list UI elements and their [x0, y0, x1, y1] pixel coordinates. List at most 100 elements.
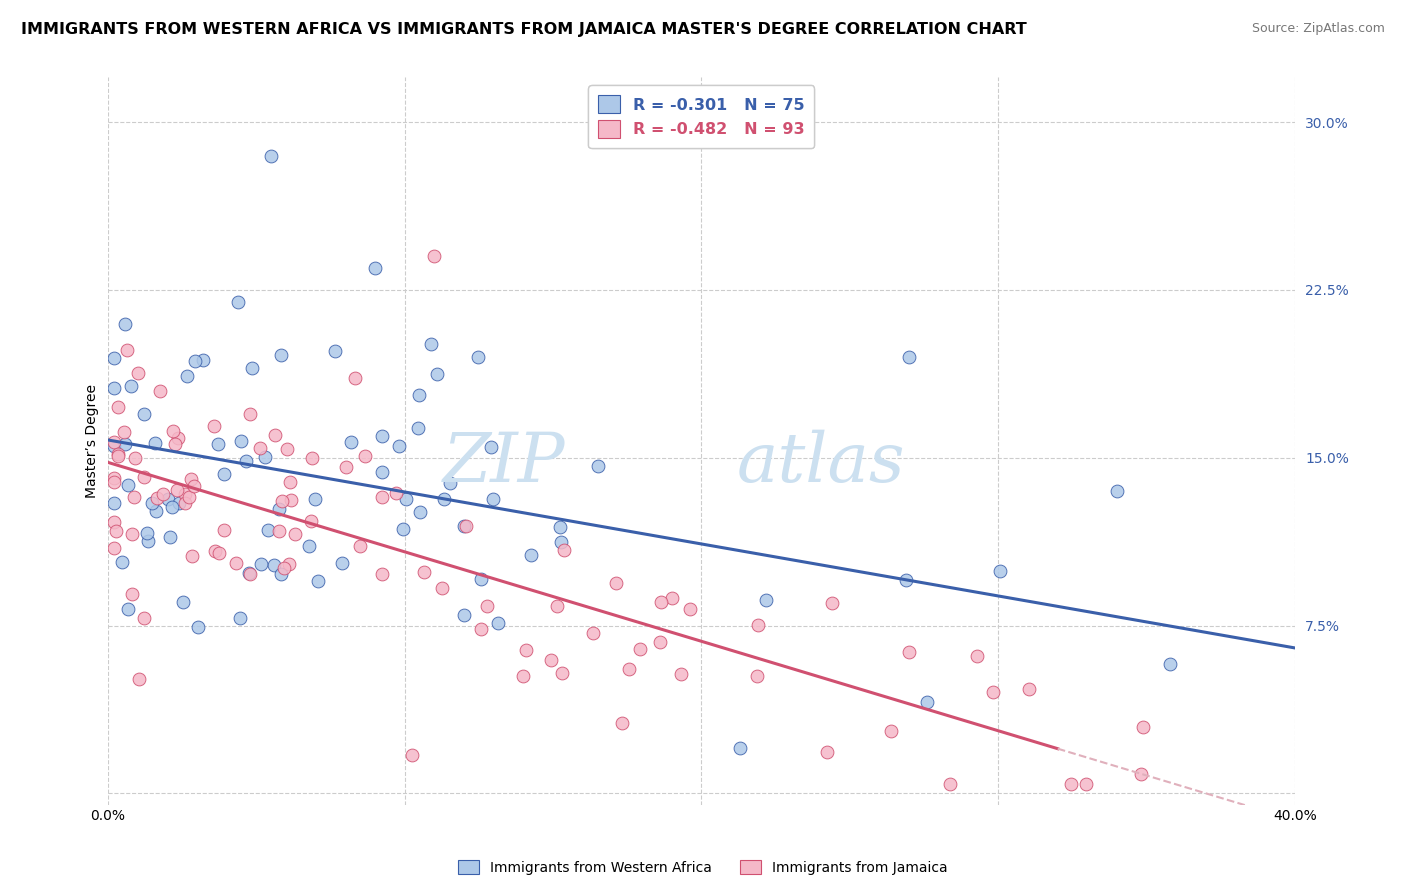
Point: [172, 595, 194, 609]
Point: [112, 425, 135, 439]
Point: [269, 501, 291, 516]
Point: [136, 533, 159, 548]
Point: [371, 566, 394, 581]
Point: [755, 592, 778, 607]
Point: [167, 431, 190, 445]
Point: [128, 672, 150, 686]
Point: [132, 407, 155, 421]
Point: [180, 471, 202, 485]
Point: [307, 574, 329, 588]
Point: [610, 716, 633, 731]
Point: [299, 514, 322, 528]
Point: [271, 493, 294, 508]
Point: [898, 645, 921, 659]
Point: [453, 607, 475, 622]
Point: [163, 437, 186, 451]
Point: [371, 491, 394, 505]
Point: [340, 435, 363, 450]
Point: [136, 525, 159, 540]
Point: [212, 523, 235, 537]
Point: [648, 634, 671, 648]
Point: [180, 549, 202, 564]
Point: [456, 518, 478, 533]
Point: [115, 343, 138, 357]
Point: [467, 350, 489, 364]
Point: [515, 643, 537, 657]
Point: [127, 366, 149, 380]
Point: [304, 491, 326, 506]
Point: [401, 747, 423, 762]
Point: [159, 530, 181, 544]
Point: [120, 379, 142, 393]
Point: [240, 360, 263, 375]
Legend: R = -0.301   N = 75, R = -0.482   N = 93: R = -0.301 N = 75, R = -0.482 N = 93: [589, 86, 814, 148]
Point: [323, 343, 346, 358]
Point: [176, 369, 198, 384]
Point: [423, 249, 446, 263]
Point: [273, 561, 295, 575]
Point: [253, 450, 276, 465]
Point: [160, 500, 183, 515]
Point: [349, 539, 371, 553]
Point: [124, 451, 146, 466]
Point: [475, 599, 498, 614]
Point: [276, 442, 298, 456]
Point: [371, 465, 394, 479]
Point: [173, 487, 195, 501]
Point: [183, 479, 205, 493]
Point: [157, 492, 180, 507]
Point: [482, 491, 505, 506]
Point: [512, 669, 534, 683]
Point: [152, 486, 174, 500]
Point: [177, 491, 200, 505]
Point: [385, 486, 408, 500]
Point: [122, 490, 145, 504]
Point: [412, 565, 434, 579]
Point: [260, 149, 283, 163]
Point: [264, 427, 287, 442]
Point: [204, 544, 226, 558]
Point: [278, 557, 301, 571]
Point: [141, 496, 163, 510]
Point: [103, 434, 125, 449]
Point: [546, 599, 568, 614]
Point: [184, 354, 207, 368]
Point: [121, 527, 143, 541]
Point: [239, 407, 262, 421]
Point: [582, 626, 605, 640]
Point: [479, 441, 502, 455]
Point: [187, 620, 209, 634]
Point: [966, 648, 988, 663]
Point: [408, 388, 430, 402]
Point: [103, 381, 125, 395]
Point: [103, 351, 125, 366]
Point: [728, 741, 751, 756]
Point: [898, 350, 921, 364]
Point: [426, 367, 449, 381]
Point: [208, 546, 231, 560]
Point: [225, 556, 247, 570]
Point: [553, 543, 575, 558]
Point: [747, 617, 769, 632]
Point: [103, 515, 125, 529]
Point: [270, 348, 292, 362]
Point: [132, 470, 155, 484]
Point: [335, 460, 357, 475]
Point: [353, 449, 375, 463]
Point: [661, 591, 683, 605]
Point: [238, 566, 260, 580]
Point: [520, 548, 543, 562]
Point: [617, 661, 640, 675]
Point: [269, 524, 291, 538]
Point: [174, 496, 197, 510]
Point: [406, 420, 429, 434]
Point: [745, 669, 768, 683]
Point: [280, 492, 302, 507]
Point: [235, 453, 257, 467]
Point: [226, 294, 249, 309]
Point: [1076, 777, 1098, 791]
Point: [270, 567, 292, 582]
Point: [301, 450, 323, 465]
Point: [395, 491, 418, 506]
Point: [433, 491, 456, 506]
